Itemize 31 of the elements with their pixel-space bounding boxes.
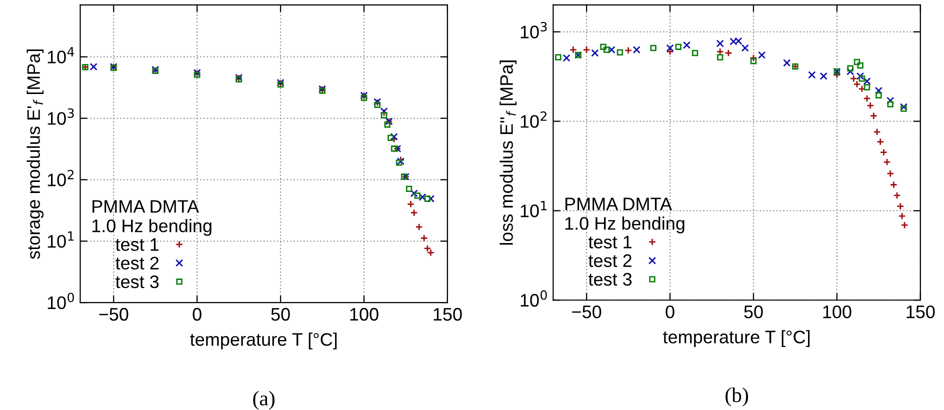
x-tick-label: −50 <box>99 308 128 321</box>
legend-label: test 2 <box>116 256 159 270</box>
x-tick-label: 0 <box>666 305 674 318</box>
y-tick-label: 10$^{0}$ <box>520 290 547 307</box>
y-axis-title: loss modulus E''$_{f}$ [MPa] <box>500 60 517 245</box>
text: (b) <box>726 388 748 406</box>
y-axis-title: storage modulus E'$_{f}$ [MPa] <box>26 49 44 259</box>
text: (a) <box>253 390 274 410</box>
y-tick-label: 10$^{2}$ <box>520 111 546 128</box>
x-tick-label: 150 <box>906 305 935 318</box>
x-tick-label: 150 <box>434 308 462 321</box>
x-tick-label: 50 <box>271 308 290 321</box>
x-tick-label: 0 <box>192 308 202 321</box>
x-tick-label: 100 <box>350 308 378 321</box>
y-tick-label: 10$^{1}$ <box>520 200 547 218</box>
y-tick-label: 10$^{2}$ <box>48 170 74 186</box>
y-tick-label: 10$^{0}$ <box>48 292 74 310</box>
x-tick-label: 50 <box>744 305 763 318</box>
legend-label: test 1 <box>588 236 632 248</box>
x-axis-title: temperature T [°C] <box>190 332 337 350</box>
x-tick-label: −50 <box>572 305 602 318</box>
legend-label: test 3 <box>116 275 159 288</box>
legend-label: test 1 <box>116 238 159 251</box>
y-tick-label: 10$^{1}$ <box>48 231 74 248</box>
y-tick-label: 10$^{3}$ <box>520 22 547 38</box>
y-tick-label: 10$^{3}$ <box>48 108 74 125</box>
y-tick-label: 10$^{4}$ <box>48 47 74 64</box>
x-axis-title: temperature T [°C] <box>663 330 810 347</box>
legend-label: test 3 <box>588 272 632 286</box>
x-tick-label: 100 <box>823 305 852 318</box>
legend-label: test 2 <box>588 254 632 268</box>
